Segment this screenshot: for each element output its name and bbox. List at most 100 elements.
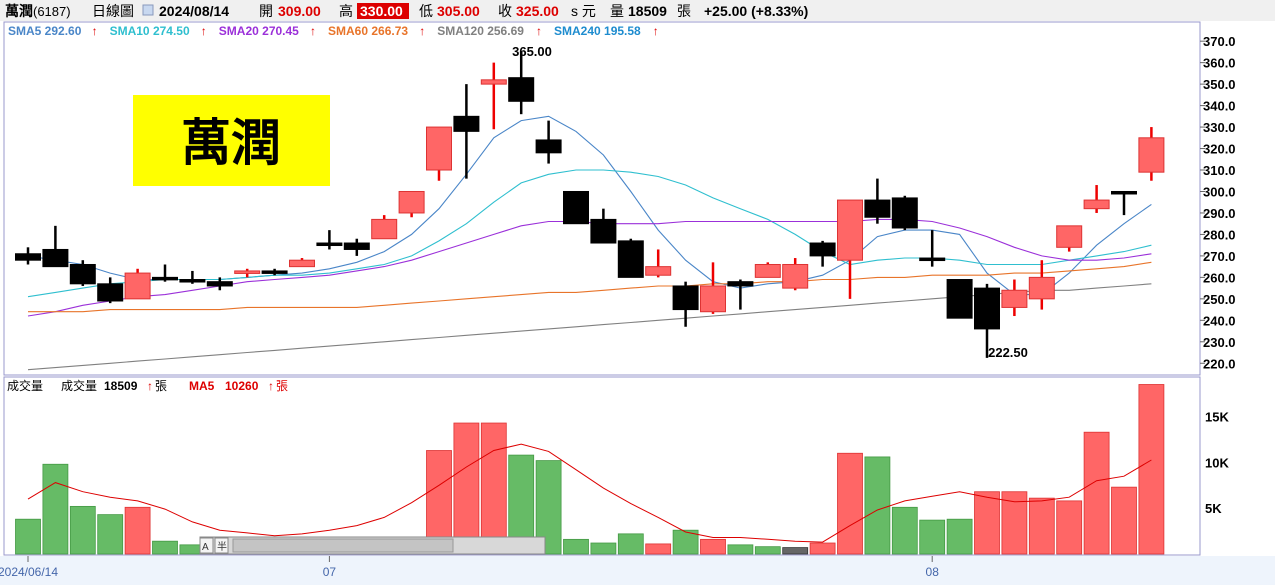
volume-bar [727, 544, 754, 555]
candle-body [152, 276, 178, 281]
high-highlight [357, 3, 409, 19]
volume-bar [672, 529, 699, 555]
volume-bar [974, 491, 1000, 555]
volume-bar [1001, 491, 1028, 555]
sma-lines [27, 115, 1152, 371]
sma-line-sma60 [28, 261, 1152, 313]
scroll-button-a[interactable] [199, 537, 214, 554]
up-arrow-icon: ↑ [653, 24, 659, 38]
volume-panel-title: 成交量 [7, 378, 43, 393]
volume-bar [837, 452, 863, 555]
scroll-button-b[interactable] [214, 537, 229, 554]
volume-bar [42, 463, 69, 555]
open-label: 開 [259, 3, 273, 19]
candle-body [289, 259, 315, 268]
candle-body [453, 115, 480, 132]
price-tick-label: 360.0 [1203, 56, 1236, 71]
volume-label: 量 [610, 3, 624, 19]
volume-bar [1056, 500, 1083, 555]
stock-name: 萬潤 [5, 3, 33, 19]
volume-legend-value: 18509 [104, 379, 138, 393]
volume-ma5-line [27, 443, 1152, 543]
candle-body [809, 242, 836, 257]
stock-label-text: 萬潤 [181, 113, 281, 172]
volume-bar [453, 422, 480, 555]
volume-bar [864, 456, 891, 555]
candle-body [206, 281, 233, 287]
candle-body [645, 266, 672, 276]
price-tick-label: 320.0 [1203, 142, 1236, 157]
volume-tick-label: 5K [1205, 501, 1222, 516]
volume-axis: 15K 10K 5K [1205, 410, 1229, 517]
candle-body [261, 270, 288, 274]
volume-bar [617, 533, 644, 555]
volume-ma-line [27, 443, 1152, 543]
sma-legend-item: SMA10 274.50 [110, 24, 190, 38]
candle-body [754, 263, 781, 278]
ma5-arrow: ↑ [268, 379, 274, 393]
max-annotation: 365.00 [512, 44, 552, 59]
up-arrow-icon: ↑ [201, 24, 207, 38]
ma5-unit: 張 [276, 379, 288, 393]
candle-body [837, 199, 863, 261]
sma-line-sma10 [27, 169, 1152, 298]
open-value: 309.00 [278, 3, 321, 19]
price-axis: 370.0 360.0 350.0 340.0 330.0 320.0 310.0 300.0… [1200, 34, 1236, 371]
volume-bar [124, 506, 151, 555]
candle-body [508, 77, 535, 102]
volume-legend-arrow: ↑ [147, 379, 153, 393]
scroll-thumb[interactable] [232, 538, 454, 553]
candle-body [1083, 199, 1110, 210]
candle-body [1111, 190, 1137, 195]
candle-body [617, 240, 644, 278]
ma5-value: 10260 [225, 379, 259, 393]
unit-label: s 元 [571, 3, 596, 19]
candle-body [343, 242, 370, 250]
volume-bars [15, 384, 1165, 555]
ma5-label: MA5 [189, 379, 215, 393]
candle-body [864, 199, 891, 218]
up-arrow-icon: ↑ [419, 24, 425, 38]
up-arrow-icon: ↑ [92, 24, 98, 38]
volume-bar [946, 518, 973, 555]
min-annotation: 222.50 [988, 345, 1028, 360]
candle-body [946, 279, 973, 319]
volume-bar [1138, 384, 1165, 555]
scroll-button-a-icon: A [202, 542, 209, 553]
header-bar [0, 0, 1275, 21]
volume-bar [1083, 431, 1110, 555]
candle-body [398, 190, 425, 214]
volume-bar [700, 538, 726, 555]
volume-bar [152, 540, 178, 555]
date-tick-label: 07 [323, 565, 337, 579]
volume-bar [480, 422, 507, 555]
date-axis-bar [0, 556, 1275, 585]
dropdown-icon[interactable] [142, 4, 154, 16]
candle-body [480, 79, 507, 85]
close-label: 收 [498, 3, 512, 19]
volume-bar [1028, 497, 1055, 555]
stock-label-box [133, 95, 330, 186]
price-tick-label: 220.0 [1203, 356, 1236, 371]
high-value: 330.00 [360, 3, 403, 19]
sma-legend: SMA5 292.60 ↑ SMA10 274.50 ↑ SMA20 270.45 ↑ SM… [8, 24, 659, 38]
price-tick-label: 230.0 [1203, 335, 1236, 350]
sma-legend-item: SMA60 266.73 [328, 24, 408, 38]
candle-body [1138, 137, 1165, 173]
change-value: +25.00 (+8.33%) [704, 3, 808, 19]
volume-unit: 張 [677, 3, 691, 19]
price-tick-label: 310.0 [1203, 163, 1236, 178]
candle-body [124, 272, 151, 300]
volume-bar [563, 538, 589, 555]
price-tick-label: 330.0 [1203, 120, 1236, 135]
sma-legend-item: SMA20 270.45 [219, 24, 299, 38]
candle-body [919, 257, 946, 262]
candle-body [316, 242, 343, 247]
volume-bar [891, 506, 918, 555]
candle-body [426, 126, 452, 171]
sma-legend-item: SMA120 256.69 [437, 24, 524, 38]
period-label[interactable]: 日線圖 [92, 3, 134, 19]
volume-value: 18509 [628, 3, 667, 19]
date-axis: 2024/06/14 07 08 [0, 556, 939, 579]
candle-body [234, 270, 261, 274]
